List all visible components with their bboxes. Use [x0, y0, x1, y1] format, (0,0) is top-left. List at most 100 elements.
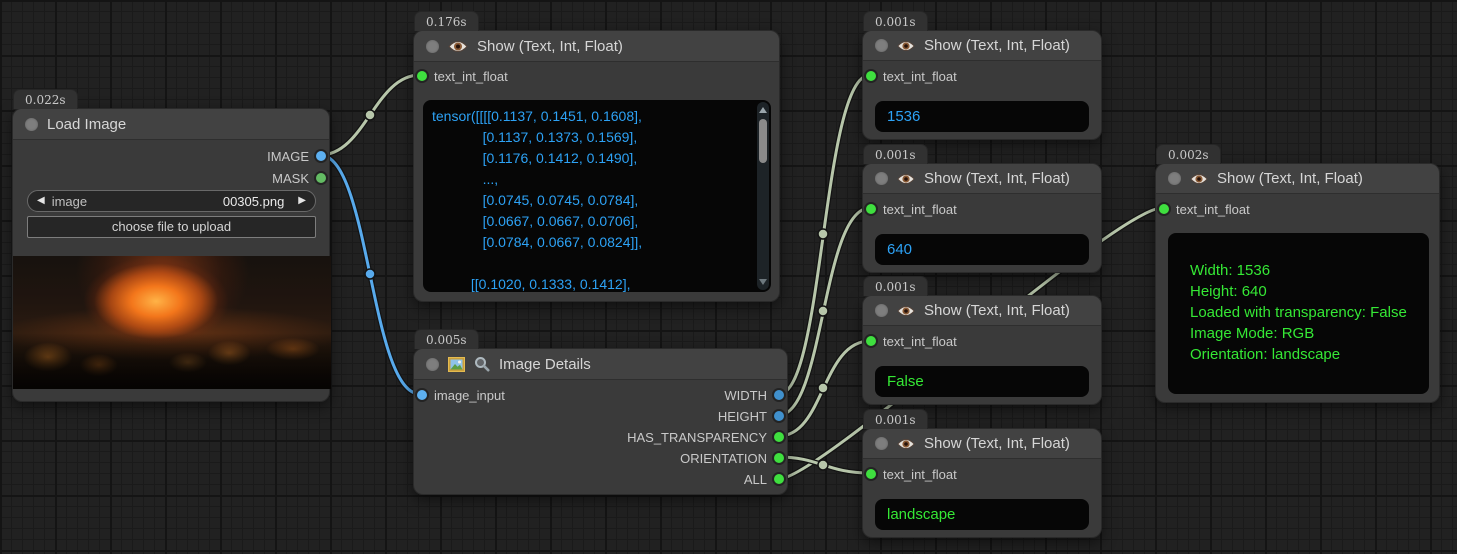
all-port-icon[interactable]: [774, 474, 784, 484]
output-width[interactable]: WIDTH: [724, 387, 784, 403]
node-title: Show (Text, Int, Float): [924, 302, 1070, 319]
node-title: Show (Text, Int, Float): [924, 435, 1070, 452]
node-title: Show (Text, Int, Float): [924, 37, 1070, 54]
timing-badge: 0.005s: [414, 329, 479, 349]
mute-toggle-icon[interactable]: [875, 304, 888, 317]
node-title-bar[interactable]: Image Details: [414, 349, 787, 380]
mask-port-icon[interactable]: [316, 173, 326, 183]
input-text-int-float[interactable]: text_int_float: [866, 466, 957, 482]
node-show-transparency[interactable]: 0.001s Show (Text, Int, Float) text_int_…: [862, 276, 1102, 405]
scroll-down-icon[interactable]: [759, 279, 767, 285]
node-show-height[interactable]: 0.001s Show (Text, Int, Float) text_int_…: [862, 144, 1102, 273]
input-text-int-float[interactable]: text_int_float: [866, 201, 957, 217]
value-text: 1536: [887, 108, 921, 125]
input-port-icon[interactable]: [866, 336, 876, 346]
input-port-icon[interactable]: [417, 390, 427, 400]
output-image[interactable]: IMAGE: [267, 148, 326, 164]
input-port-icon[interactable]: [866, 204, 876, 214]
node-title-bar[interactable]: Load Image: [13, 109, 329, 140]
eye-icon: [897, 305, 915, 317]
scroll-thumb[interactable]: [759, 119, 767, 163]
eye-icon: [897, 40, 915, 52]
orientation-port-icon[interactable]: [774, 453, 784, 463]
node-title: Show (Text, Int, Float): [1217, 170, 1363, 187]
output-all[interactable]: ALL: [744, 471, 784, 487]
timing-badge: 0.001s: [863, 276, 928, 296]
input-port-icon[interactable]: [417, 71, 427, 81]
image-combo-widget[interactable]: ◀ image 00305.png ▶: [27, 190, 316, 212]
mute-toggle-icon[interactable]: [426, 357, 439, 371]
combo-value: 00305.png: [222, 193, 285, 209]
value-display[interactable]: 1536: [875, 101, 1089, 132]
has-transparency-port-icon[interactable]: [774, 432, 784, 442]
input-text-int-float[interactable]: text_int_float: [1159, 201, 1250, 217]
mute-toggle-icon[interactable]: [875, 172, 888, 185]
node-title-bar[interactable]: Show (Text, Int, Float): [414, 31, 779, 62]
height-port-icon[interactable]: [774, 411, 784, 421]
input-text-int-float[interactable]: text_int_float: [866, 333, 957, 349]
framed-picture-icon: [448, 356, 465, 372]
mute-toggle-icon[interactable]: [875, 437, 888, 450]
output-mask[interactable]: MASK: [272, 170, 326, 186]
tensor-text: tensor([[[[0.1137, 0.1451, 0.1608], [0.1…: [432, 108, 643, 292]
value-text: landscape: [887, 506, 956, 523]
value-text: 640: [887, 241, 913, 258]
summary-display[interactable]: Width: 1536 Height: 640 Loaded with tran…: [1168, 233, 1429, 394]
choose-file-button[interactable]: choose file to upload: [27, 216, 316, 238]
mute-toggle-icon[interactable]: [25, 117, 38, 131]
mute-toggle-icon[interactable]: [875, 39, 888, 52]
node-title: Show (Text, Int, Float): [924, 170, 1070, 187]
input-port-icon[interactable]: [866, 71, 876, 81]
node-title: Image Details: [499, 355, 591, 373]
magnifier-icon: [474, 356, 490, 372]
input-text-int-float[interactable]: text_int_float: [417, 68, 508, 84]
mute-toggle-icon[interactable]: [426, 39, 439, 53]
eye-icon: [897, 438, 915, 450]
node-title-bar[interactable]: Show (Text, Int, Float): [863, 296, 1101, 326]
combo-prev-icon[interactable]: ◀: [37, 195, 45, 206]
output-orientation[interactable]: ORIENTATION: [680, 450, 784, 466]
value-display[interactable]: False: [875, 366, 1089, 397]
node-image-details[interactable]: 0.005s Image Details image_input WIDTH H…: [413, 329, 788, 495]
image-preview: [13, 256, 331, 389]
node-title-bar[interactable]: Show (Text, Int, Float): [863, 429, 1101, 459]
node-title: Load Image: [47, 115, 127, 133]
node-show-orientation[interactable]: 0.001s Show (Text, Int, Float) text_int_…: [862, 409, 1102, 538]
value-display[interactable]: 640: [875, 234, 1089, 265]
eye-icon: [1190, 173, 1208, 185]
eye-icon: [448, 40, 468, 53]
value-text: False: [887, 373, 924, 390]
width-port-icon[interactable]: [774, 390, 784, 400]
node-title: Show (Text, Int, Float): [477, 37, 623, 55]
input-port-icon[interactable]: [1159, 204, 1169, 214]
node-title-bar[interactable]: Show (Text, Int, Float): [863, 164, 1101, 194]
mute-toggle-icon[interactable]: [1168, 172, 1181, 185]
timing-badge: 0.022s: [13, 89, 78, 109]
output-height[interactable]: HEIGHT: [718, 408, 784, 424]
timing-badge: 0.002s: [1156, 144, 1221, 164]
eye-icon: [897, 173, 915, 185]
tensor-output-textarea[interactable]: tensor([[[[0.1137, 0.1451, 0.1608], [0.1…: [423, 100, 771, 292]
node-title-bar[interactable]: Show (Text, Int, Float): [863, 31, 1101, 61]
scrollbar[interactable]: [757, 102, 769, 290]
combo-next-icon[interactable]: ▶: [298, 195, 306, 206]
timing-badge: 0.001s: [863, 144, 928, 164]
image-port-icon[interactable]: [316, 151, 326, 161]
input-port-icon[interactable]: [866, 469, 876, 479]
timing-badge: 0.001s: [863, 11, 928, 31]
node-load-image[interactable]: 0.022s Load Image IMAGE MASK ◀ image 003…: [12, 89, 331, 402]
timing-badge: 0.176s: [414, 11, 479, 31]
value-display[interactable]: landscape: [875, 499, 1089, 530]
node-show-all[interactable]: 0.002s Show (Text, Int, Float) text_int_…: [1155, 144, 1440, 403]
node-title-bar[interactable]: Show (Text, Int, Float): [1156, 164, 1439, 194]
node-show-width[interactable]: 0.001s Show (Text, Int, Float) text_int_…: [862, 11, 1102, 140]
node-show-tensor[interactable]: 0.176s Show (Text, Int, Float) text_int_…: [413, 11, 780, 302]
input-image-input[interactable]: image_input: [417, 387, 505, 403]
timing-badge: 0.001s: [863, 409, 928, 429]
scroll-up-icon[interactable]: [759, 107, 767, 113]
combo-label: image: [51, 193, 88, 209]
input-text-int-float[interactable]: text_int_float: [866, 68, 957, 84]
summary-text: Width: 1536 Height: 640 Loaded with tran…: [1190, 262, 1407, 363]
output-has-transparency[interactable]: HAS_TRANSPARENCY: [627, 429, 784, 445]
